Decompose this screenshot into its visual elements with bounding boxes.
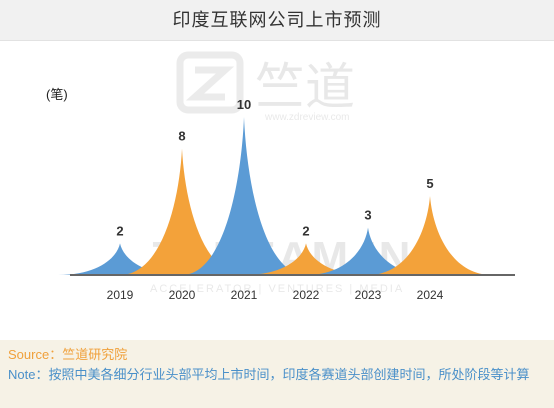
watermark-url: www.zdreview.com <box>264 112 349 123</box>
x-tick-label-2020: 2020 <box>169 288 196 302</box>
peak-2024 <box>368 196 492 275</box>
peak-2021 <box>182 117 306 275</box>
watermark-tagline: ACCELERATOR | VENTURES | MEDIA <box>150 283 404 295</box>
footer: Source：竺道研究院 Note：按照中美各细分行业头部平均上市时间，印度各赛… <box>0 340 554 408</box>
value-label-2021: 10 <box>237 97 251 112</box>
value-label-2019: 2 <box>116 223 123 238</box>
note-text: Note：按照中美各细分行业头部平均上市时间，印度各赛道头部创建时间，所处阶段等… <box>8 367 530 382</box>
watermark-brand: 竺道 <box>255 59 355 115</box>
x-tick-label-2021: 2021 <box>231 288 258 302</box>
peak-2020 <box>120 148 244 275</box>
x-tick-label-2019: 2019 <box>107 288 134 302</box>
chart: 竺道 www.zdreview.com ZDREAM.IN ACCELERATO… <box>58 51 515 302</box>
source-text: Source：竺道研究院 <box>8 347 128 362</box>
value-label-2024: 5 <box>426 176 433 191</box>
value-label-2023: 3 <box>364 208 371 223</box>
x-tick-label-2022: 2022 <box>293 288 320 302</box>
chart-title: 印度互联网公司上市预测 <box>172 10 382 30</box>
peak-2019 <box>58 243 182 275</box>
peak-2022 <box>244 243 368 275</box>
value-label-2020: 8 <box>178 129 185 144</box>
watermark-logo-icon <box>176 51 244 114</box>
peak-2023 <box>306 227 430 275</box>
x-tick-label-2023: 2023 <box>355 288 382 302</box>
value-label-2022: 2 <box>302 223 309 238</box>
y-axis-unit: (笔) <box>46 87 68 102</box>
title-bar: 印度互联网公司上市预测 <box>0 0 554 41</box>
x-tick-label-2024: 2024 <box>417 288 444 302</box>
